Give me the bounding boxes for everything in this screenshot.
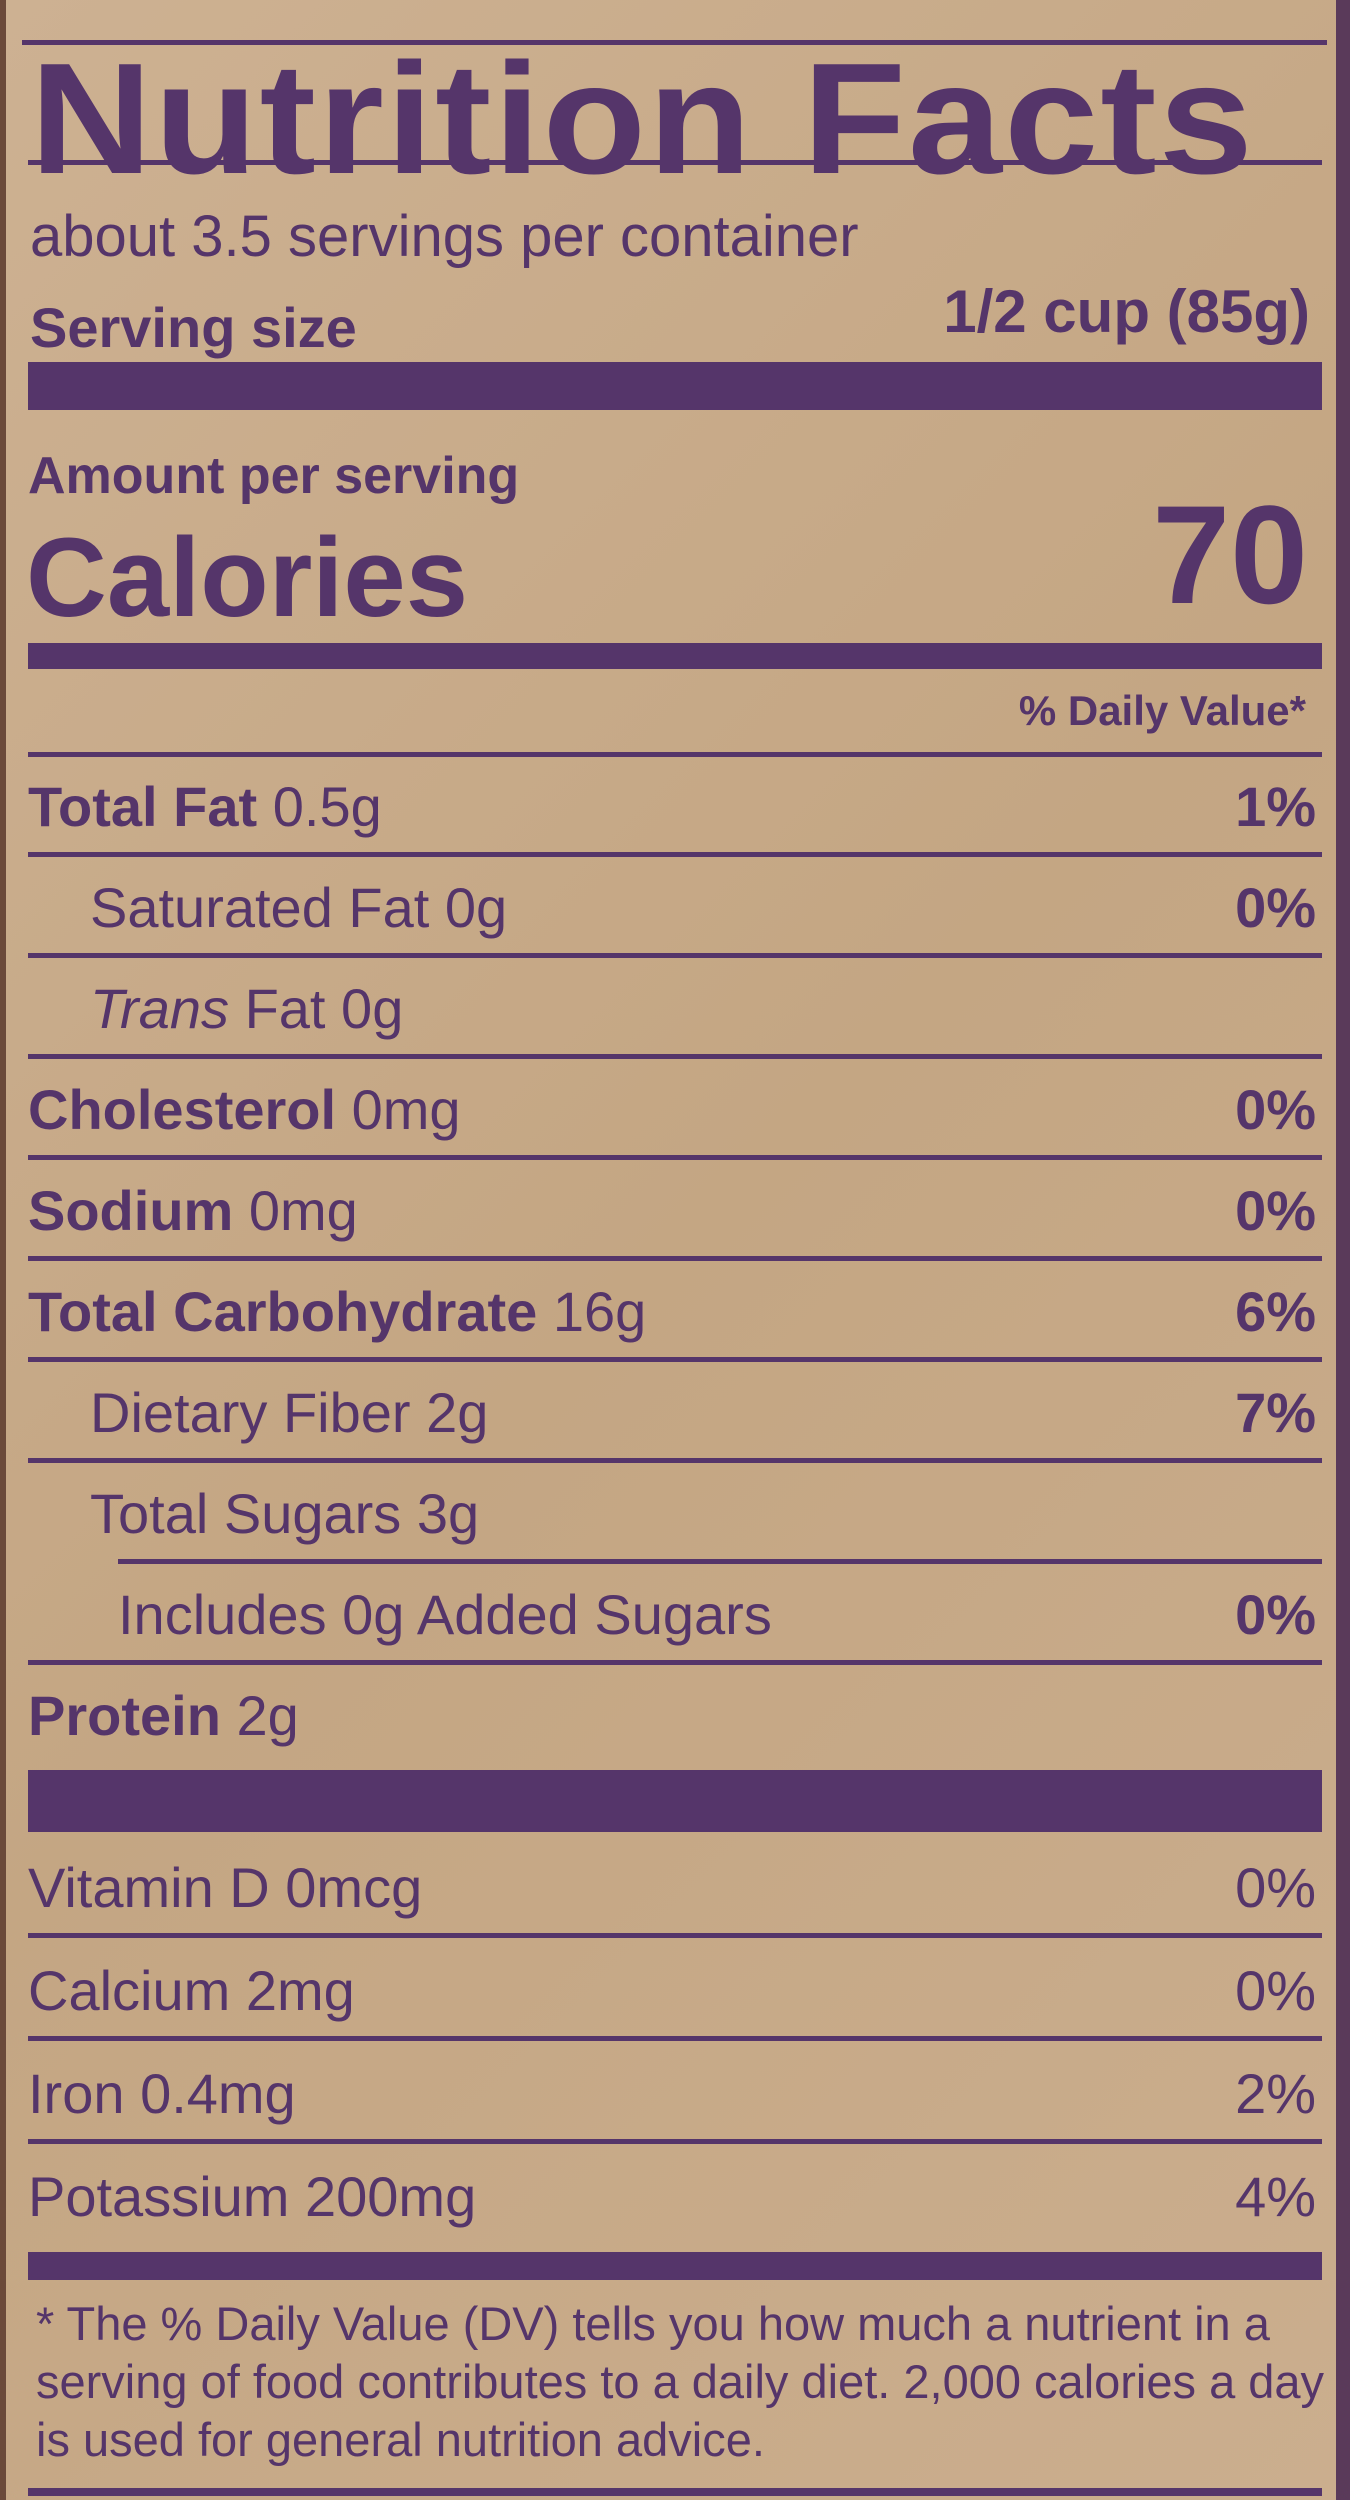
row-divider xyxy=(118,1559,1322,1564)
nutrient-amount: 2g xyxy=(236,1684,299,1747)
thick-rule xyxy=(28,362,1322,410)
vitamin-row: Potassium 200mg 4% xyxy=(28,2147,1322,2247)
row-divider xyxy=(28,2139,1322,2144)
nutrient-name: Protein 2g xyxy=(28,1683,299,1748)
nutrient-label-suffix: Fat xyxy=(244,977,326,1040)
nutrient-row: Sodium 0mg 0% xyxy=(28,1161,1322,1261)
nutrient-amount: 0mg xyxy=(351,1078,461,1141)
medium-rule xyxy=(28,643,1322,669)
nutrient-amount: 0mg xyxy=(248,1179,358,1242)
nutrient-row: Trans Fat 0g xyxy=(28,959,1322,1059)
nutrient-daily-value: 0% xyxy=(1235,876,1316,939)
dv-rule xyxy=(28,752,1322,757)
nutrient-daily-value: 0% xyxy=(1235,1179,1316,1242)
vitamin-row: Calcium 2mg 0% xyxy=(28,1941,1322,2041)
label-title: Nutrition Facts xyxy=(30,31,1255,207)
nutrient-label: Sodium xyxy=(28,1179,234,1242)
row-divider xyxy=(28,852,1322,857)
nutrient-name: Trans Fat 0g xyxy=(28,976,403,1041)
nutrient-label: Total Sugars xyxy=(90,1482,402,1545)
vitamins-thick-rule xyxy=(28,1770,1322,1832)
nutrient-row: Protein 2g xyxy=(28,1666,1322,1766)
nutrient-daily-value: 1% xyxy=(1235,775,1316,838)
footnote-rule xyxy=(28,2252,1322,2280)
vitamin-name: Iron 0.4mg xyxy=(28,2061,296,2126)
nutrient-label: Includes 0g Added Sugars xyxy=(118,1583,772,1646)
nutrient-name: Total Sugars 3g xyxy=(28,1481,479,1546)
vitamin-amount: 0mcg xyxy=(285,1856,423,1919)
row-divider xyxy=(28,2036,1322,2041)
vitamin-label: Iron xyxy=(28,2062,125,2125)
nutrient-daily-value: 6% xyxy=(1235,1280,1316,1343)
bottom-rule xyxy=(28,2488,1322,2496)
nutrient-name: Sodium 0mg xyxy=(28,1178,358,1243)
servings-per-container: about 3.5 servings per container xyxy=(30,204,859,269)
vitamin-name: Potassium 200mg xyxy=(28,2164,476,2229)
vitamin-daily-value: 0% xyxy=(1235,1856,1316,1919)
vitamin-row: Vitamin D 0mcg 0% xyxy=(28,1838,1322,1938)
row-divider xyxy=(28,1357,1322,1362)
vitamin-daily-value: 0% xyxy=(1235,1959,1316,2022)
nutrient-name: Dietary Fiber 2g xyxy=(28,1380,488,1445)
nutrient-amount: 0g xyxy=(444,876,508,939)
row-divider xyxy=(28,1660,1322,1665)
nutrient-daily-value: 0% xyxy=(1235,1583,1316,1646)
row-divider xyxy=(28,1054,1322,1059)
nutrient-row: Dietary Fiber 2g 7% xyxy=(28,1363,1322,1463)
nutrient-label: Dietary Fiber xyxy=(90,1381,411,1444)
nutrient-row: Includes 0g Added Sugars 0% xyxy=(28,1565,1322,1665)
vitamin-label: Vitamin D xyxy=(28,1856,270,1919)
nutrient-name: Cholesterol 0mg xyxy=(28,1077,461,1142)
serving-size-value: 1/2 cup (85g) xyxy=(943,278,1310,345)
daily-value-header: % Daily Value* xyxy=(1018,687,1306,734)
row-divider xyxy=(28,1458,1322,1463)
nutrient-row: Saturated Fat 0g 0% xyxy=(28,858,1322,958)
vitamin-amount: 0.4mg xyxy=(140,2062,296,2125)
vitamin-name: Calcium 2mg xyxy=(28,1958,355,2023)
nutrient-daily-value: 7% xyxy=(1235,1381,1316,1444)
nutrient-amount: 3g xyxy=(416,1482,480,1545)
vitamin-row: Iron 0.4mg 2% xyxy=(28,2044,1322,2144)
label-frame xyxy=(22,40,1327,2485)
nutrient-name: Includes 0g Added Sugars xyxy=(28,1582,772,1647)
nutrient-row: Total Fat 0.5g 1% xyxy=(28,757,1322,857)
nutrient-amount: 0.5g xyxy=(272,775,382,838)
row-divider xyxy=(28,1933,1322,1938)
calories-label: Calories xyxy=(26,515,468,640)
amount-per-serving: Amount per serving xyxy=(28,447,520,505)
left-edge xyxy=(0,0,6,2500)
vitamin-daily-value: 2% xyxy=(1235,2062,1316,2125)
nutrient-row: Total Carbohydrate 16g 6% xyxy=(28,1262,1322,1362)
nutrient-amount: 2g xyxy=(426,1381,489,1444)
footnote: * The % Daily Value (DV) tells you how m… xyxy=(36,2297,1325,2466)
right-edge xyxy=(1336,0,1350,2500)
nutrient-daily-value: 0% xyxy=(1235,1078,1316,1141)
nutrient-label: Protein xyxy=(28,1684,221,1747)
nutrient-name: Total Carbohydrate 16g xyxy=(28,1279,646,1344)
vitamin-name: Vitamin D 0mcg xyxy=(28,1855,422,1920)
nutrient-row: Total Sugars 3g xyxy=(28,1464,1322,1564)
calories-value: 70 xyxy=(1152,476,1308,633)
nutrient-label: Total Carbohydrate xyxy=(28,1280,538,1343)
nutrient-row: Cholesterol 0mg 0% xyxy=(28,1060,1322,1160)
row-divider xyxy=(28,1155,1322,1160)
vitamin-amount: 2mg xyxy=(245,1959,355,2022)
vitamin-label: Calcium xyxy=(28,1959,231,2022)
nutrient-amount: 16g xyxy=(552,1280,647,1343)
vitamin-amount: 200mg xyxy=(305,2165,477,2228)
nutrient-amount: 0g xyxy=(341,977,404,1040)
row-divider xyxy=(28,1256,1322,1261)
nutrient-name: Total Fat 0.5g xyxy=(28,774,382,839)
vitamin-daily-value: 4% xyxy=(1235,2165,1316,2228)
nutrient-label: Trans xyxy=(90,977,229,1040)
row-divider xyxy=(28,953,1322,958)
serving-size-label: Serving size xyxy=(30,296,357,359)
nutrient-label: Cholesterol xyxy=(28,1078,337,1141)
vitamin-label: Potassium xyxy=(28,2165,290,2228)
title-rule xyxy=(28,160,1322,165)
nutrient-label: Total Fat xyxy=(28,775,258,838)
nutrient-label: Saturated Fat xyxy=(90,876,430,939)
nutrient-name: Saturated Fat 0g xyxy=(28,875,507,940)
